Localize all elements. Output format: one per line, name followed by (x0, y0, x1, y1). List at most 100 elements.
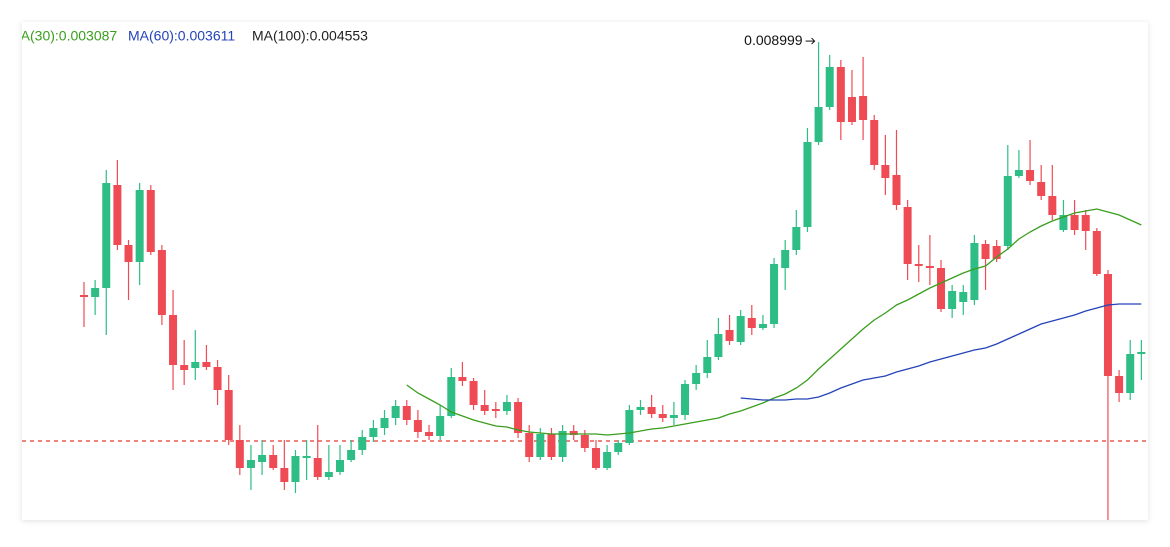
candle-body (246, 460, 255, 468)
candle-body (970, 243, 979, 300)
candle-body (669, 415, 678, 418)
candle-body (736, 316, 745, 342)
candle-body (1103, 274, 1112, 376)
candle-body (747, 318, 756, 328)
candle-body (981, 244, 990, 259)
candle-body (402, 406, 411, 420)
candle-body (948, 291, 957, 309)
candle-body (224, 390, 233, 440)
candle-body (992, 246, 1001, 259)
candle-body (825, 67, 834, 107)
candle-body (480, 405, 489, 411)
ma-line (406, 208, 1142, 436)
candle-body (491, 409, 500, 411)
candle-body (369, 428, 378, 437)
candle-body (235, 440, 244, 468)
candle-body (1037, 182, 1046, 196)
candle-body (770, 264, 779, 324)
candle-body (937, 268, 946, 309)
legend-entry: MA(30):0.003087 (9, 28, 117, 44)
candle-body (447, 377, 456, 416)
candle-body (859, 96, 868, 120)
candle-body (558, 431, 567, 457)
candle-body (658, 414, 667, 418)
candle-body (502, 402, 511, 411)
candle-body (124, 245, 133, 262)
candle-body (302, 456, 311, 458)
candle-body (636, 407, 645, 410)
candle-body (703, 357, 712, 373)
candle-body (380, 418, 389, 428)
candle-body (146, 190, 155, 252)
candle-body (547, 434, 556, 457)
candle-body (591, 448, 600, 468)
candle-body (870, 120, 879, 165)
candle-body (836, 67, 845, 122)
candle-body (925, 266, 934, 268)
candle-body (814, 107, 823, 142)
candle-body (436, 416, 445, 436)
candle-body (291, 456, 300, 482)
candle-body (135, 190, 144, 262)
candle-body (1014, 170, 1023, 176)
candle-body (903, 207, 912, 264)
candle-body (202, 362, 211, 367)
candle-body (335, 460, 344, 472)
candle-body (914, 264, 923, 266)
candle-body (892, 175, 901, 205)
candle-body (603, 452, 612, 468)
candle-body (347, 450, 356, 460)
candle-body (692, 373, 701, 384)
candle-body (781, 250, 790, 268)
candle-body (725, 330, 734, 341)
candle-body (1081, 215, 1090, 231)
candle-body (157, 250, 166, 315)
candle-body (169, 315, 178, 365)
candle-body (580, 435, 589, 448)
candle-body (514, 402, 523, 433)
candle-body (358, 437, 367, 450)
candle-body (425, 432, 434, 436)
candle-body (1137, 352, 1146, 354)
max-arrow-head (811, 37, 816, 45)
candle-body (1003, 176, 1012, 246)
candle-body (280, 468, 289, 482)
candle-body (191, 362, 200, 368)
candle-body (614, 443, 623, 452)
candle-body (847, 97, 856, 122)
candle-body (569, 431, 578, 435)
candle-body (413, 420, 422, 432)
candle-body (1115, 376, 1124, 393)
candle-body (113, 185, 122, 245)
candle-body (1070, 215, 1079, 230)
candle-body (269, 455, 278, 468)
candle-body (258, 455, 267, 462)
candle-body (313, 458, 322, 477)
candle-body (881, 165, 890, 178)
candle-body (391, 406, 400, 418)
candle-body (714, 334, 723, 357)
candle-body (1048, 196, 1057, 215)
candle-body (1026, 170, 1035, 181)
candle-body (324, 472, 333, 477)
candle-body (458, 377, 467, 381)
candle-body (213, 367, 222, 390)
candle-body (525, 433, 534, 457)
candle-body (959, 292, 968, 302)
candle-body (681, 384, 690, 415)
candle-body (80, 295, 88, 297)
candle-body (1092, 231, 1101, 274)
plot-area: 0.008999 MA(30):0.003087 MA(60):0.003611 MA… (9, 28, 1148, 520)
max-label: 0.008999 (744, 32, 803, 48)
legend-entry: MA(100):0.004553 (252, 28, 368, 44)
candle-body (102, 183, 111, 288)
legend-entry: MA(60):0.003611 (128, 28, 235, 44)
candle-body (758, 324, 767, 328)
candle-body (1126, 354, 1135, 393)
candle-body (1059, 215, 1068, 230)
candle-body (469, 381, 478, 405)
candle-body (180, 365, 189, 370)
ma-line (740, 303, 1142, 401)
candle-body (803, 142, 812, 227)
